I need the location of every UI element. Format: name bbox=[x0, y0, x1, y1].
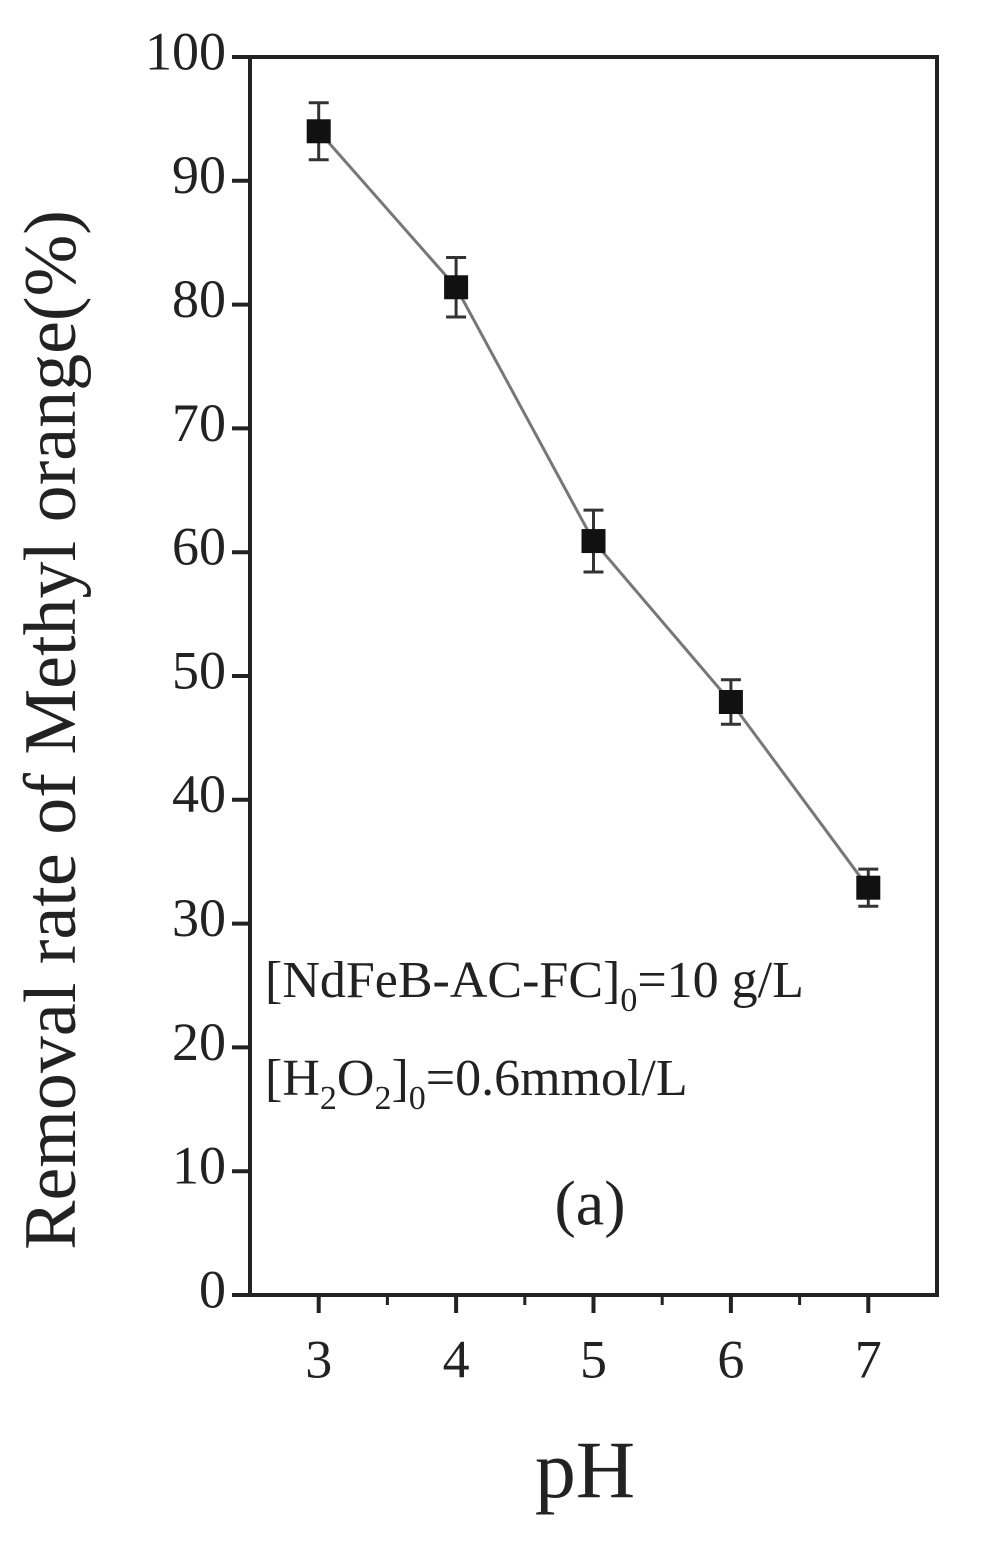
annotation-text: [H bbox=[265, 1050, 320, 1107]
marker bbox=[581, 529, 606, 554]
annotation-subscript: 0 bbox=[409, 1080, 426, 1117]
marker bbox=[856, 875, 881, 900]
x-tick-label: 7 bbox=[855, 1329, 882, 1389]
marker bbox=[444, 275, 469, 300]
y-tick-label: 40 bbox=[172, 764, 226, 824]
annotation-subscript: 2 bbox=[374, 1080, 391, 1117]
y-tick-label: 70 bbox=[172, 393, 226, 453]
y-axis-label: Removal rate of Methyl orange(%) bbox=[10, 210, 92, 1250]
x-tick-label: 5 bbox=[580, 1329, 607, 1389]
x-tick-label: 4 bbox=[443, 1329, 470, 1389]
y-tick-label: 50 bbox=[172, 640, 226, 700]
plot-frame bbox=[248, 55, 939, 1297]
annotation-text: O bbox=[337, 1050, 375, 1107]
marker bbox=[718, 689, 743, 714]
panel-label: (a) bbox=[554, 1168, 625, 1239]
annotation: [H2O2]0=0.6mmol/L bbox=[265, 1050, 688, 1117]
annotation-text: ] bbox=[391, 1050, 408, 1107]
y-tick-label: 90 bbox=[172, 145, 226, 205]
annotation: [NdFeB-AC-FC]0=10 g/L bbox=[265, 952, 804, 1019]
y-tick-label: 20 bbox=[172, 1012, 226, 1072]
y-tick-label: 10 bbox=[172, 1136, 226, 1196]
x-axis-label: pH bbox=[535, 1424, 635, 1515]
marker bbox=[306, 119, 331, 144]
x-tick-label: 6 bbox=[717, 1329, 744, 1389]
annotation-subscript: 2 bbox=[320, 1080, 337, 1117]
y-tick-label: 100 bbox=[145, 21, 226, 81]
y-tick-label: 60 bbox=[172, 517, 226, 577]
annotation-text: =0.6mmol/L bbox=[426, 1050, 688, 1107]
annotation-subscript: 0 bbox=[620, 982, 637, 1019]
y-tick-label: 80 bbox=[172, 269, 226, 329]
y-tick-label: 0 bbox=[199, 1259, 226, 1319]
x-tick-label: 3 bbox=[305, 1329, 332, 1389]
annotation-text: =10 g/L bbox=[637, 952, 804, 1009]
y-tick-label: 30 bbox=[172, 888, 226, 948]
annotation-text: [NdFeB-AC-FC] bbox=[265, 952, 620, 1009]
